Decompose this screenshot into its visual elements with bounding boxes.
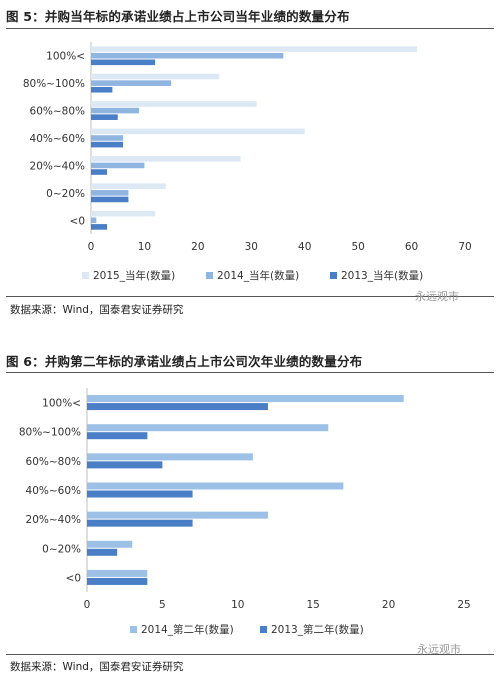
category-label: 0~20%	[42, 543, 81, 555]
figure-5-bottom-rule	[6, 296, 494, 297]
bar-1-6	[87, 540, 133, 548]
figure-6-title: 图 6：并购第二年标的承诺业绩占上市公司次年业绩的数量分布	[6, 354, 363, 369]
figure-6-source: 数据来源：Wind，国泰君安证券研究	[10, 661, 184, 673]
bar-1-7	[87, 569, 148, 577]
figure-5-watermark: 永远观市	[415, 290, 459, 303]
bar-1-2	[91, 73, 220, 80]
bar-1-1	[87, 395, 404, 403]
x-tick-label: 25	[457, 599, 470, 611]
bar-2-4	[87, 490, 193, 498]
x-tick-label: 70	[458, 241, 471, 253]
legend-label: 2014_第二年(数量)	[141, 623, 234, 636]
category-label: <0	[70, 215, 85, 227]
x-tick-label: 60	[405, 241, 418, 253]
bar-3-3	[91, 114, 118, 120]
category-label: 40%~60%	[26, 485, 81, 497]
category-label: 20%~40%	[30, 160, 85, 172]
x-tick-label: 10	[231, 599, 244, 611]
category-label: <0	[66, 572, 81, 584]
category-label: 40%~60%	[30, 133, 85, 145]
x-tick-label: 10	[138, 241, 151, 253]
legend-label: 2015_当年(数量)	[93, 269, 175, 282]
bar-2-4	[91, 135, 124, 141]
legend-label: 2014_当年(数量)	[217, 269, 299, 282]
bar-2-1	[87, 403, 268, 411]
figure-5-source: 数据来源：Wind，国泰君安证券研究	[10, 304, 184, 316]
bar-3-5	[91, 169, 108, 175]
bar-1-4	[87, 482, 344, 490]
bar-2-1	[91, 52, 284, 59]
category-label: 80%~100%	[19, 427, 81, 439]
bar-2-5	[87, 519, 193, 527]
legend-swatch	[82, 272, 89, 279]
category-label: 0~20%	[46, 188, 85, 200]
legend-swatch	[330, 272, 337, 279]
x-tick-label: 40	[298, 241, 311, 253]
bar-2-2	[91, 80, 172, 86]
category-label: 80%~100%	[23, 78, 85, 90]
legend-label: 2013_当年(数量)	[341, 269, 423, 282]
bar-1-6	[91, 183, 166, 190]
bar-2-3	[87, 461, 163, 469]
figure-5-title: 图 5：并购当年标的承诺业绩占上市公司当年业绩的数量分布	[6, 9, 350, 24]
category-label: 20%~40%	[26, 514, 81, 526]
bar-2-2	[87, 432, 148, 440]
bar-2-3	[91, 107, 140, 114]
legend-label: 2013_第二年(数量)	[271, 623, 364, 636]
category-label: 60%~80%	[30, 106, 85, 118]
legend-swatch	[260, 626, 267, 633]
category-label: 100%<	[46, 51, 85, 63]
bar-3-2	[91, 86, 113, 93]
bar-3-6	[91, 196, 129, 203]
bar-2-5	[91, 162, 145, 169]
bar-1-5	[87, 511, 268, 519]
figure-6-top-rule	[6, 372, 494, 373]
bar-3-7	[91, 224, 108, 230]
x-tick-label: 0	[84, 599, 91, 611]
x-tick-label: 5	[159, 599, 166, 611]
bar-1-7	[91, 210, 156, 217]
bar-1-5	[91, 156, 241, 162]
figure-6-watermark: 永远观市	[417, 643, 461, 656]
bar-3-1	[91, 59, 156, 66]
bar-1-3	[91, 101, 257, 107]
category-label: 100%<	[42, 398, 81, 410]
bar-3-4	[91, 141, 124, 148]
bar-1-3	[87, 453, 253, 461]
figure-6-chart: 100%< 80%~100% 60%~80% 40%~60% 20%~40% 0~20% <…	[19, 388, 471, 636]
bar-2-6	[87, 548, 118, 556]
x-tick-label: 20	[191, 241, 204, 253]
figure-5-chart: 100%< 80%~100% 60%~80% 40%~60% 20%~40% 0~20% <…	[23, 42, 472, 282]
bar-2-7	[91, 217, 97, 224]
bar-2-6	[91, 190, 129, 196]
x-tick-label: 30	[245, 241, 258, 253]
x-tick-label: 50	[351, 241, 364, 253]
x-tick-label: 0	[88, 241, 95, 253]
x-tick-label: 20	[382, 599, 395, 611]
figure-6-bottom-rule	[6, 654, 494, 655]
figure-5-top-rule	[6, 28, 494, 29]
bar-1-4	[91, 128, 305, 135]
bar-1-1	[91, 46, 417, 52]
bar-2-7	[87, 577, 148, 585]
legend-swatch	[130, 626, 137, 633]
bar-1-2	[87, 424, 329, 432]
category-label: 60%~80%	[26, 456, 81, 468]
x-tick-label: 15	[307, 599, 320, 611]
legend-swatch	[206, 272, 213, 279]
